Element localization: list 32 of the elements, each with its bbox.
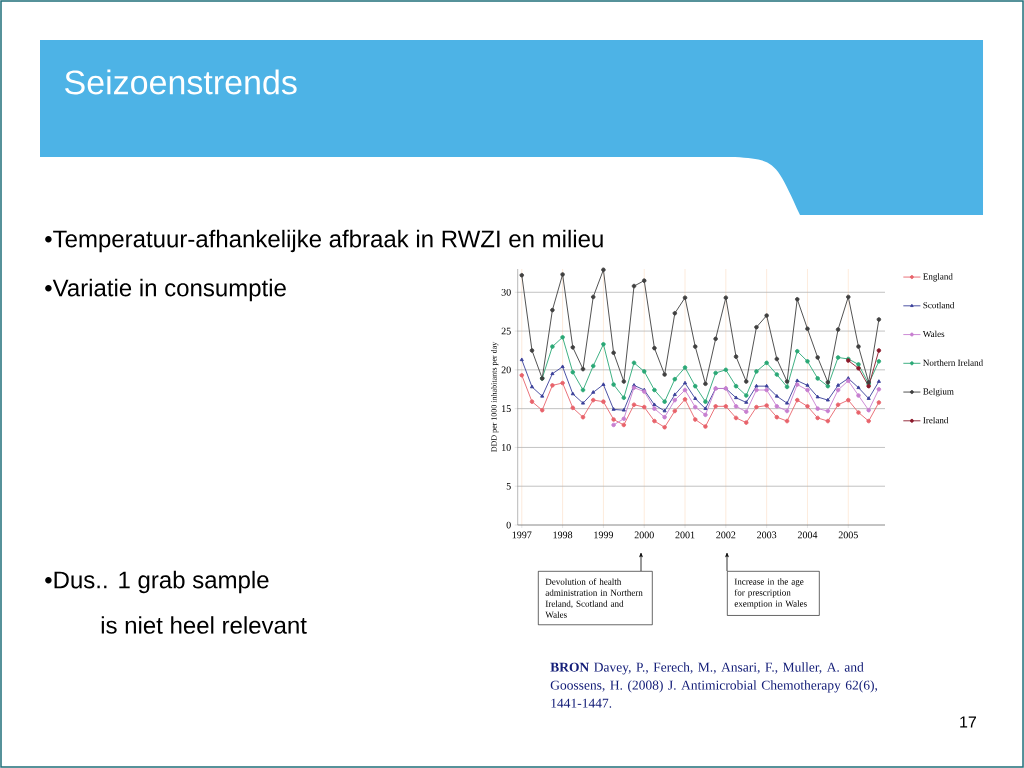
legend-label: Ireland <box>923 416 949 424</box>
x-tick-label: 2005 <box>838 531 858 539</box>
x-tick-label: 2001 <box>675 531 695 539</box>
legend-label: Northern Ireland <box>923 359 983 366</box>
text: Increase in the age for prescription exemption in Wales <box>734 578 807 609</box>
text: 17 <box>960 716 977 728</box>
legend-label: Wales <box>922 330 945 338</box>
y-tick-label: 30 <box>501 288 511 296</box>
text: Seizoenstrends <box>65 69 297 95</box>
text: BRON Davey, P., Ferech, M., Ansari, F., Muller, A. and Goossens, H. (2008) J. Antimicrobial Chemotherapy 62(6), 1441-1447. <box>550 662 878 708</box>
x-tick-label: 2004 <box>797 531 818 539</box>
text: •Variatie in consumptie <box>45 278 286 302</box>
legend-label: Belgium <box>923 388 954 397</box>
y-tick-label: 15 <box>502 405 511 412</box>
y-tick-label: 10 <box>502 444 511 451</box>
legend-label: Scotland <box>923 301 955 309</box>
text: Devolution of health administration in Northern Ireland, Scotland and Wales <box>545 578 643 618</box>
x-tick-label: 2003 <box>757 531 777 539</box>
x-tick-label: 2000 <box>634 531 654 539</box>
x-tick-label: 1999 <box>594 531 614 539</box>
x-tick-label: 1997 <box>512 531 532 539</box>
y-tick-label: 0 <box>506 521 511 529</box>
text: •Temperatuur-afhankelijke afbraak in RWZI en milieu <box>45 229 603 253</box>
y-tick-label: 25 <box>501 327 511 335</box>
y-tick-label: 20 <box>501 366 511 374</box>
y-axis-title: DDD per 1000 inhabitants per day <box>491 341 499 452</box>
y-tick-label: 5 <box>506 482 511 490</box>
text: is niet heel relevant <box>101 616 307 634</box>
x-tick-label: 1998 <box>553 531 573 539</box>
text: •Dus.. 1 grab sample <box>45 570 269 594</box>
x-tick-label: 2002 <box>716 531 736 539</box>
legend-label: England <box>923 273 953 282</box>
